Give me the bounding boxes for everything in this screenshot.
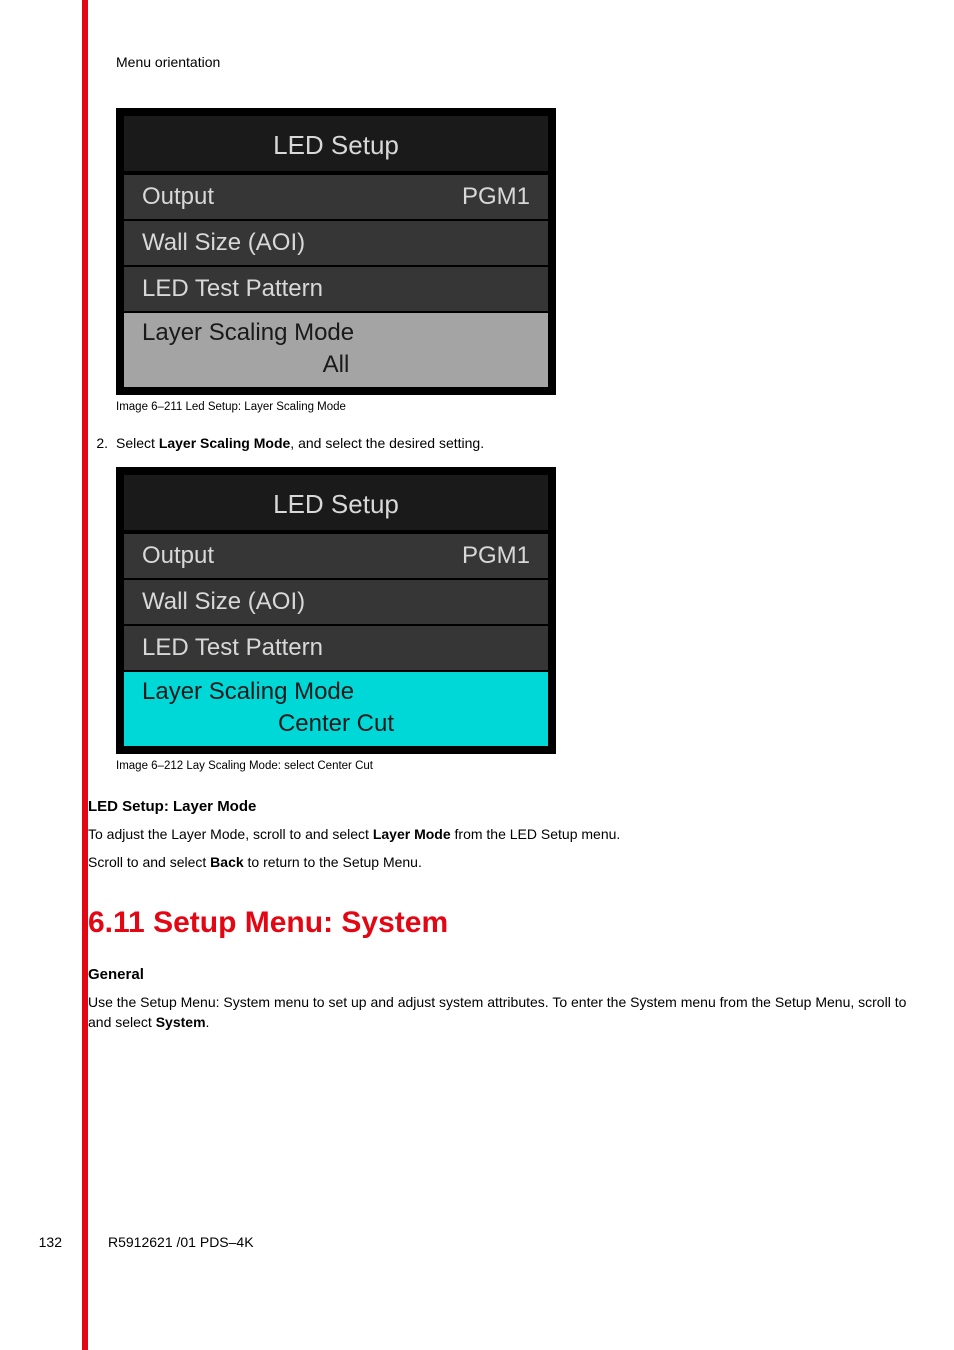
text: . <box>206 1014 210 1030</box>
menu-title: LED Setup <box>124 116 548 171</box>
figure-caption: Image 6–211 Led Setup: Layer Scaling Mod… <box>116 401 938 413</box>
menu-row-label: Wall Size (AOI) <box>142 229 305 257</box>
text: Scroll to and select <box>88 854 210 870</box>
section-heading-6-11: 6.11 Setup Menu: System <box>88 906 938 940</box>
text-bold: Layer Scaling Mode <box>159 435 290 451</box>
text-bold: System <box>156 1014 206 1030</box>
text: , and select the desired setting. <box>290 435 484 451</box>
page-content: Menu orientation LED Setup Output PGM1 W… <box>88 0 938 1040</box>
menu-row-value: PGM1 <box>462 183 530 211</box>
menu-row-wall-size[interactable]: Wall Size (AOI) <box>124 578 548 624</box>
footer-doc-id: R5912621 /01 PDS–4K <box>88 1234 254 1250</box>
menu-row-led-test-pattern[interactable]: LED Test Pattern <box>124 624 548 670</box>
text-bold: Back <box>210 854 243 870</box>
text: from the LED Setup menu. <box>451 826 621 842</box>
step-number: 2. <box>88 435 116 451</box>
menu-row-label: LED Test Pattern <box>142 275 323 303</box>
menu-row-label: LED Test Pattern <box>142 634 323 662</box>
running-header: Menu orientation <box>116 54 938 70</box>
menu-title: LED Setup <box>124 475 548 530</box>
step-2: 2. Select Layer Scaling Mode, and select… <box>88 435 938 451</box>
menu-section-layer-scaling-mode[interactable]: Layer Scaling Mode All <box>124 311 548 387</box>
page-footer: 132 R5912621 /01 PDS–4K <box>0 1232 954 1252</box>
menu-row-label: Output <box>142 542 214 570</box>
page-number: 132 <box>0 1234 82 1250</box>
led-setup-menu-1: LED Setup Output PGM1 Wall Size (AOI) LE… <box>116 108 556 395</box>
menu-section-value: All <box>124 347 548 387</box>
text-bold: Layer Mode <box>373 826 451 842</box>
figure-caption: Image 6–212 Lay Scaling Mode: select Cen… <box>116 760 938 772</box>
text: Select <box>116 435 159 451</box>
menu-row-output[interactable]: Output PGM1 <box>124 171 548 219</box>
menu-row-label: Wall Size (AOI) <box>142 588 305 616</box>
subheading-general: General <box>88 966 938 983</box>
menu-section-value: Center Cut <box>124 706 548 746</box>
step-text: Select Layer Scaling Mode, and select th… <box>116 435 938 451</box>
menu-row-value: PGM1 <box>462 542 530 570</box>
menu-row-wall-size[interactable]: Wall Size (AOI) <box>124 219 548 265</box>
menu-row-label: Output <box>142 183 214 211</box>
text: to return to the Setup Menu. <box>244 854 422 870</box>
paragraph: Scroll to and select Back to return to t… <box>88 853 908 873</box>
paragraph: Use the Setup Menu: System menu to set u… <box>88 993 908 1032</box>
subheading-led-setup-layer-mode: LED Setup: Layer Mode <box>88 798 938 815</box>
menu-section-label: Layer Scaling Mode <box>124 313 548 347</box>
menu-row-led-test-pattern[interactable]: LED Test Pattern <box>124 265 548 311</box>
menu-row-output[interactable]: Output PGM1 <box>124 530 548 578</box>
text: Use the Setup Menu: System menu to set u… <box>88 994 906 1030</box>
text: To adjust the Layer Mode, scroll to and … <box>88 826 373 842</box>
led-setup-menu-2: LED Setup Output PGM1 Wall Size (AOI) LE… <box>116 467 556 754</box>
paragraph: To adjust the Layer Mode, scroll to and … <box>88 825 908 845</box>
menu-section-layer-scaling-mode-selected[interactable]: Layer Scaling Mode Center Cut <box>124 670 548 746</box>
menu-section-label: Layer Scaling Mode <box>124 672 548 706</box>
